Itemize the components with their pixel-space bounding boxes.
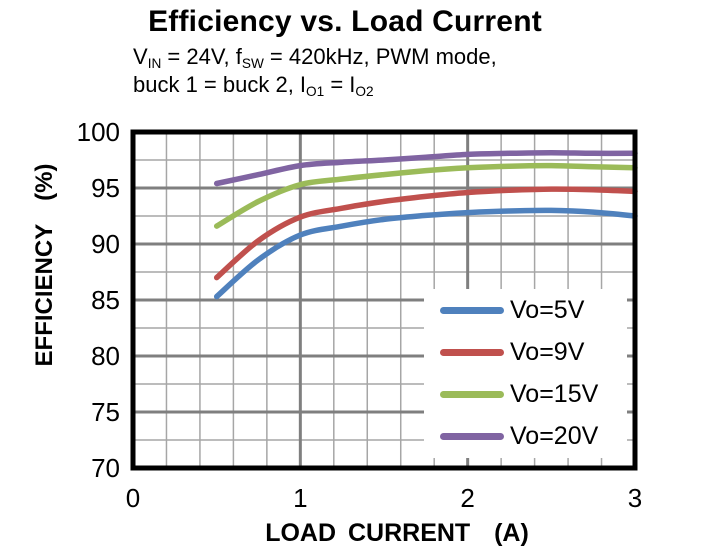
y-tick-label: 95 xyxy=(91,173,120,203)
y-tick-label: 100 xyxy=(76,117,120,147)
legend-item-label: Vo=9V xyxy=(510,337,585,366)
y-tick-label: 70 xyxy=(91,453,120,483)
chart-subtitle-line2: buck 1 = buck 2, IO1 = IO2 xyxy=(133,71,374,106)
plot-border xyxy=(130,129,638,471)
y-tick-label: 85 xyxy=(91,285,120,315)
legend-line-swatch xyxy=(440,433,504,441)
legend-line-swatch xyxy=(440,391,504,399)
y-tick-label: 80 xyxy=(91,341,120,371)
legend-item: Vo=20V xyxy=(424,416,627,458)
subtitle-text: = 24V, f xyxy=(161,44,242,69)
x-tick-label: 0 xyxy=(125,483,141,513)
legend-item-label: Vo=15V xyxy=(510,380,599,409)
y-axis-title: EFFICIENCY (%) xyxy=(31,163,58,367)
x-tick-label: 1 xyxy=(293,483,308,513)
series-line-vo-5v xyxy=(213,207,638,300)
legend-item: Vo=5V xyxy=(424,289,627,331)
y-tick-label: 75 xyxy=(91,397,120,427)
legend-item: Vo=9V xyxy=(424,331,627,373)
subscript-text: O2 xyxy=(355,83,374,99)
series-line-vo-15v xyxy=(213,162,638,229)
subtitle-text: = 420kHz, PWM mode, xyxy=(263,44,497,69)
legend-line-swatch xyxy=(440,348,504,356)
legend-item-label: Vo=5V xyxy=(510,295,585,324)
subtitle-text: V xyxy=(133,44,148,69)
series-line-vo-9v xyxy=(213,186,638,281)
chart-subtitle-line1: VIN = 24V, fSW = 420kHz, PWM mode, xyxy=(133,43,497,78)
legend-line-swatch xyxy=(440,306,504,314)
plot-area xyxy=(130,129,638,471)
x-axis-title: LOAD CURRENT (A) xyxy=(265,519,529,547)
legend: Vo=5V Vo=9V Vo=15V Vo=20V xyxy=(424,289,627,458)
x-tick-label: 2 xyxy=(460,483,475,513)
y-tick-label: 90 xyxy=(91,229,120,259)
series-line-vo-20v xyxy=(213,149,638,187)
chart-title: Efficiency vs. Load Current xyxy=(148,5,542,38)
subscript-text: SW xyxy=(241,55,264,71)
subtitle-text: = I xyxy=(324,72,356,97)
subtitle-text: buck 1 = buck 2, I xyxy=(133,72,307,97)
subscript-text: O1 xyxy=(306,83,325,99)
x-tick-label: 3 xyxy=(627,483,643,513)
legend-item: Vo=15V xyxy=(424,374,627,416)
subscript-text: IN xyxy=(147,55,162,71)
legend-item-label: Vo=20V xyxy=(510,422,599,451)
